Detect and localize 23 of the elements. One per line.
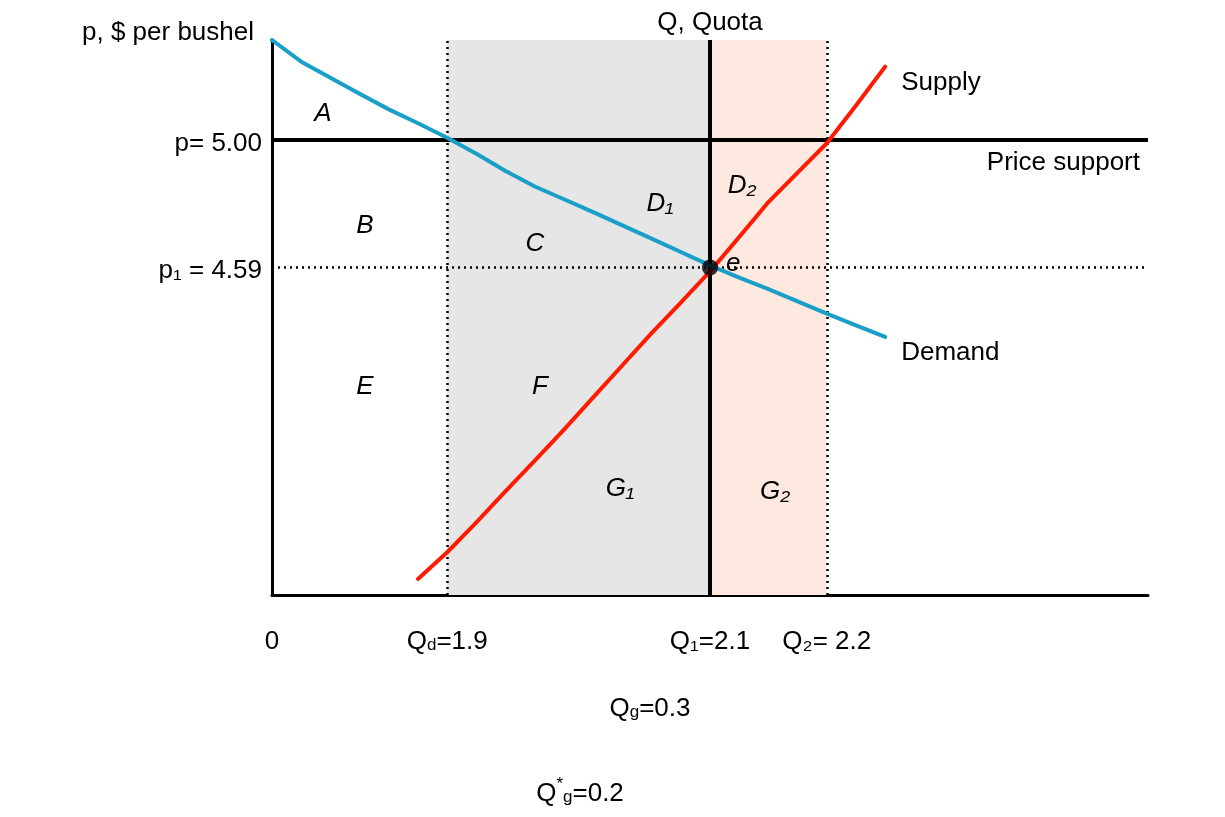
y-axis-title: p, $ per bushel (81, 16, 254, 46)
series-label: Supply (901, 65, 981, 96)
text: Qg=0.3 (609, 692, 691, 722)
annotation: D₁ (646, 187, 674, 217)
text: p₁ = 4.59 (158, 254, 262, 284)
x-tick-label: Q₁=2.1 (669, 625, 751, 655)
ref-line-label: Price support (986, 145, 1141, 176)
annotation: F (532, 370, 551, 400)
annotation: G₁ (605, 472, 635, 502)
ref-line-label: Q, Quota (657, 6, 764, 36)
series-label: Demand (901, 335, 1000, 366)
text: Q*g=0.2 (536, 774, 624, 807)
x-tick-label: Q₂= 2.2 (782, 625, 872, 655)
annotation: G₂ (759, 475, 791, 505)
annotation: e (726, 246, 741, 277)
annotation: D₂ (727, 169, 757, 199)
annotation: B (356, 209, 374, 239)
annotation: E (356, 370, 375, 400)
annotation: A (312, 97, 332, 127)
x-tick-label: Qd=1.9 (406, 625, 488, 655)
text: p= 5.00 (174, 127, 262, 157)
x-tick-label: 0 (264, 625, 280, 655)
annotation: C (525, 227, 545, 257)
